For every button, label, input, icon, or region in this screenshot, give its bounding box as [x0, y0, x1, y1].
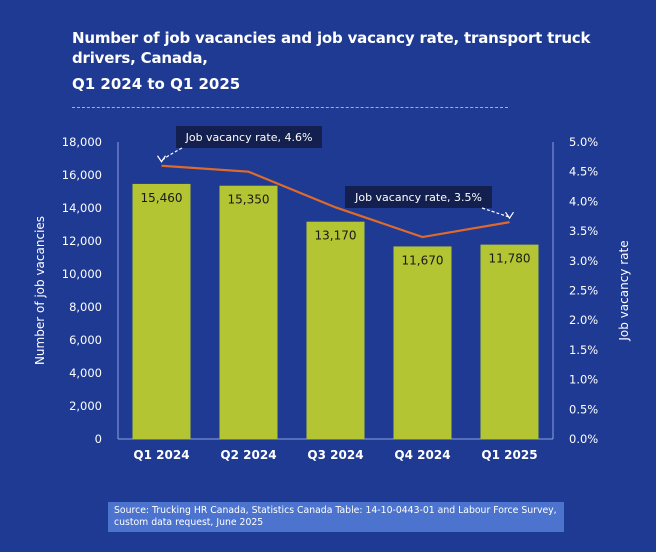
- bar: [393, 246, 452, 439]
- y-tick-label: 0: [95, 432, 102, 446]
- chart-title: Number of job vacancies and job vacancy …: [72, 29, 591, 67]
- annotation-arrowhead: [505, 211, 514, 220]
- bar-value-label: 11,780: [489, 252, 531, 266]
- y-tick-label: 10,000: [62, 267, 102, 281]
- y-right-axis-title: Job vacancy rate: [617, 240, 631, 341]
- y-tick-label: 14,000: [62, 201, 102, 215]
- y-right-tick-label: 0.5%: [569, 402, 598, 416]
- bar: [306, 221, 365, 439]
- annotation-arrowhead: [157, 155, 166, 163]
- x-tick-label: Q2 2024: [220, 448, 276, 462]
- bar-value-label: 15,460: [141, 191, 183, 205]
- annotation-box: [345, 186, 492, 208]
- y-tick-label: 12,000: [62, 234, 102, 248]
- bar-value-label: 11,670: [402, 253, 444, 267]
- annotation-box: [176, 126, 322, 148]
- y-tick-label: 16,000: [62, 168, 102, 182]
- annotation-label: Job vacancy rate, 4.6%: [185, 131, 313, 144]
- y-right-tick-label: 2.5%: [569, 284, 598, 298]
- y-axis-title: Number of job vacancies: [33, 216, 47, 365]
- bar: [480, 244, 539, 439]
- y-right-tick-label: 3.0%: [569, 254, 598, 268]
- y-right-tick-label: 1.5%: [569, 343, 598, 357]
- annotation-label: Job vacancy rate, 3.5%: [354, 191, 482, 204]
- chart-subtitle: Q1 2024 to Q1 2025: [72, 75, 241, 93]
- y-tick-label: 2,000: [69, 399, 102, 413]
- y-right-tick-label: 4.5%: [569, 165, 598, 179]
- bar-value-label: 15,350: [228, 193, 270, 207]
- y-right-tick-label: 1.0%: [569, 373, 598, 387]
- x-tick-label: Q4 2024: [394, 448, 450, 462]
- source-note: Source: Trucking HR Canada, Statistics C…: [108, 502, 564, 532]
- y-tick-label: 18,000: [62, 135, 102, 149]
- bar: [132, 183, 191, 439]
- x-tick-label: Q1 2024: [133, 448, 189, 462]
- y-right-tick-label: 0.0%: [569, 432, 598, 446]
- y-right-tick-label: 4.0%: [569, 194, 598, 208]
- y-tick-label: 6,000: [69, 333, 102, 347]
- y-tick-label: 8,000: [69, 300, 102, 314]
- bar: [219, 185, 278, 439]
- y-right-tick-label: 5.0%: [569, 135, 598, 149]
- bar-value-label: 13,170: [315, 229, 357, 243]
- chart-title-block: Number of job vacancies and job vacancy …: [72, 28, 592, 94]
- title-divider: [72, 107, 508, 108]
- y-right-tick-label: 3.5%: [569, 224, 598, 238]
- annotation-arrow: [161, 147, 183, 162]
- x-tick-label: Q1 2025: [481, 448, 537, 462]
- y-right-tick-label: 2.0%: [569, 313, 598, 327]
- x-tick-label: Q3 2024: [307, 448, 363, 462]
- y-tick-label: 4,000: [69, 366, 102, 380]
- vacancy-rate-line: [161, 164, 510, 239]
